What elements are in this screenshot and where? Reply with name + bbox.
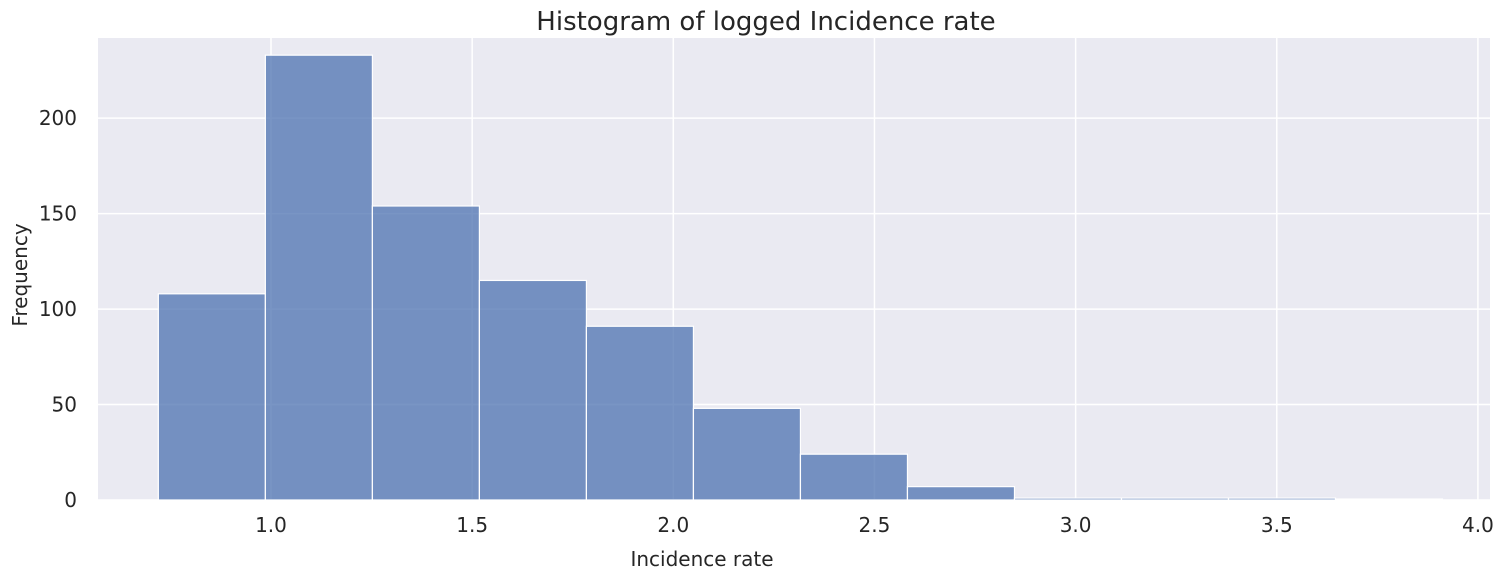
histogram-bar	[1120, 497, 1230, 501]
x-tick-labels: 1.0 1.5 2.0 2.5 3.0 3.5 4.0	[255, 513, 1494, 537]
histogram-bar	[1227, 497, 1337, 501]
histogram-bars	[157, 54, 1444, 501]
histogram-bar	[692, 407, 802, 501]
chart-title: Histogram of logged Incidence rate	[536, 7, 995, 37]
histogram-bar	[585, 325, 695, 501]
histogram-bar	[157, 293, 266, 501]
histogram-bar	[371, 205, 480, 501]
histogram-bar	[906, 486, 1016, 501]
y-tick-label: 100	[39, 297, 77, 321]
x-tick-label: 2.5	[859, 513, 891, 537]
y-tick-label: 200	[39, 106, 77, 130]
histogram-bar	[1013, 497, 1123, 501]
histogram-bar	[799, 453, 909, 501]
x-tick-label: 4.0	[1462, 513, 1494, 537]
x-tick-label: 3.5	[1261, 513, 1293, 537]
histogram-bar	[1334, 498, 1444, 501]
y-axis-label: Frequency	[8, 223, 32, 326]
x-tick-label: 1.0	[255, 513, 287, 537]
histogram-bar	[478, 279, 588, 501]
histogram-bar	[264, 54, 373, 501]
x-tick-label: 3.0	[1060, 513, 1092, 537]
y-tick-label: 50	[52, 393, 77, 417]
x-tick-label: 1.5	[456, 513, 488, 537]
y-tick-labels: 0 50 100 150 200	[39, 106, 77, 512]
y-tick-label: 150	[39, 202, 77, 226]
x-tick-label: 2.0	[657, 513, 689, 537]
x-axis-label: Incidence rate	[630, 547, 773, 571]
y-tick-label: 0	[64, 488, 77, 512]
